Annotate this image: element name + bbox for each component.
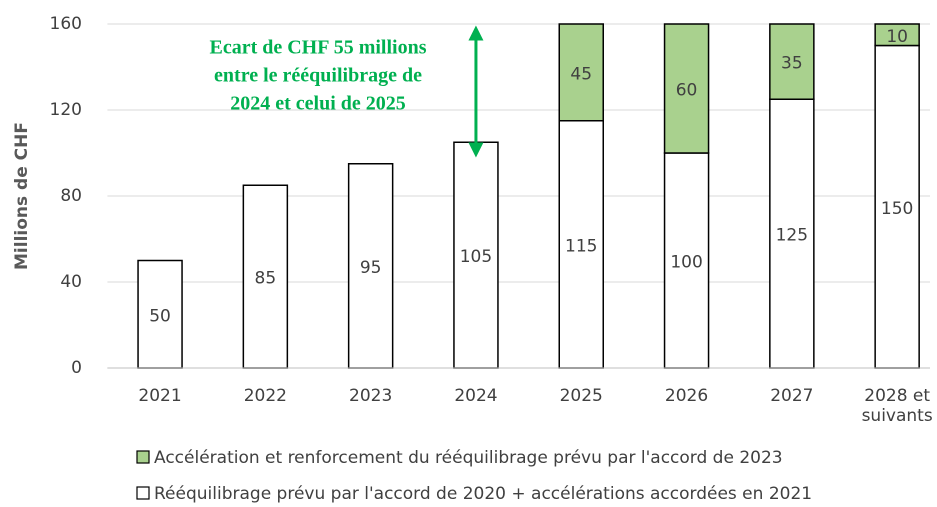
- x-tick-label: 2026: [665, 386, 708, 406]
- data-label: 10: [886, 27, 908, 47]
- legend-label: Rééquilibrage prévu par l'accord de 2020…: [154, 484, 812, 504]
- x-tick-label: 2022: [244, 386, 287, 406]
- bar-segment: [663, 23, 710, 154]
- y-tick-label: 0: [71, 358, 82, 378]
- data-label: 105: [460, 247, 492, 267]
- x-tick-label: 2028 et suivants: [862, 386, 933, 426]
- data-label: 95: [360, 258, 382, 278]
- x-tick-label: 2025: [560, 386, 603, 406]
- x-tick-label: 2027: [770, 386, 813, 406]
- bar-segment: [769, 98, 815, 369]
- bar-segment: [769, 23, 815, 100]
- y-tick-label: 80: [60, 186, 82, 206]
- bar-segment: [137, 259, 183, 369]
- y-tick-label: 120: [50, 100, 82, 120]
- y-tick-label: 160: [50, 14, 82, 34]
- y-tick-label: 40: [60, 272, 82, 292]
- data-label: 125: [776, 226, 808, 246]
- bar-segment: [663, 152, 710, 369]
- data-label: 85: [255, 269, 277, 289]
- bar-segment: [874, 23, 920, 47]
- data-label: 115: [565, 236, 597, 256]
- x-tick-label: 2023: [349, 386, 392, 406]
- y-axis-title: Millions de CHF: [12, 122, 32, 270]
- x-tick-label: 2024: [454, 386, 497, 406]
- legend-swatch: [136, 450, 150, 464]
- annotation: 2024 et celui de 2025: [230, 93, 406, 115]
- data-label: 45: [570, 64, 592, 84]
- x-tick-label: 2021: [138, 386, 181, 406]
- annotation: Ecart de CHF 55 millions: [209, 37, 426, 59]
- legend-label: Accélération et renforcement du rééquili…: [154, 448, 783, 468]
- data-label: 150: [881, 199, 913, 219]
- annotation: entre le rééquilibrage de: [214, 65, 422, 87]
- data-label: 35: [781, 54, 803, 74]
- data-label: 60: [676, 81, 698, 101]
- data-label: 100: [670, 253, 702, 273]
- legend-swatch: [136, 486, 150, 500]
- data-label: 50: [149, 306, 171, 326]
- bar-segment: [558, 23, 604, 122]
- bar-segment: [347, 163, 394, 369]
